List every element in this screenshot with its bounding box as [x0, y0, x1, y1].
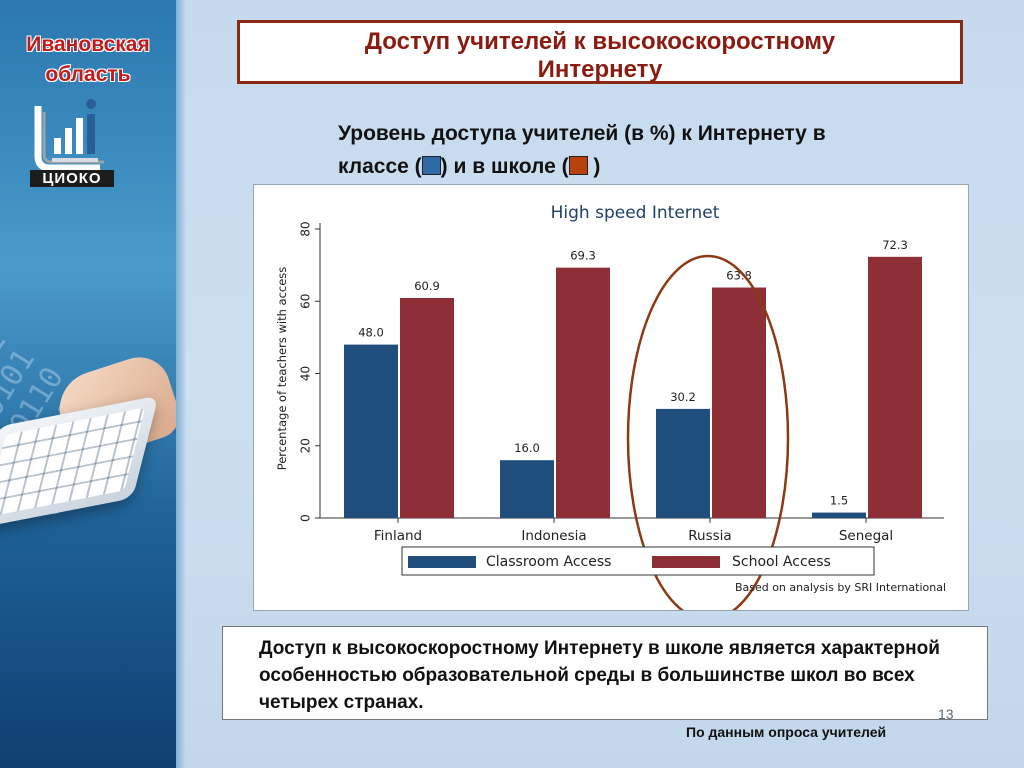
subtitle-part2: ) и в школе ( — [440, 155, 569, 178]
legend-label-classroom: Classroom Access — [486, 554, 611, 570]
bar-value-label: 72.3 — [882, 238, 908, 252]
chart-card: High speed Internet 0 20 40 60 80 Percentage o… — [253, 184, 969, 611]
panel-edge — [176, 0, 186, 768]
bar-value-label: 16.0 — [514, 441, 540, 455]
y-tick-label: 80 — [299, 221, 313, 236]
region-name-line1: Ивановская — [26, 33, 150, 56]
legend-box — [401, 546, 875, 576]
classroom-color-swatch-icon — [421, 156, 441, 175]
bar-school-access — [400, 297, 454, 518]
bar-chart: High speed Internet 0 20 40 60 80 Percentage o… — [275, 203, 946, 610]
x-tick-label: Indonesia — [521, 528, 586, 544]
summary-box: Доступ к высокоскоростному Интернету в ш… — [222, 626, 988, 720]
source-note: По данным опроса учителей — [686, 724, 887, 740]
legend-label-school: School Access — [732, 554, 831, 570]
bar-school-access — [712, 287, 766, 518]
summary-text: Доступ к высокоскоростному Интернету в ш… — [259, 638, 940, 713]
bar-value-label: 60.9 — [414, 279, 440, 293]
subtitle-part1: классе ( — [338, 155, 422, 178]
slide-subtitle: Уровень доступа учителей (в %) к Интерне… — [338, 117, 958, 183]
y-axis-label: Percentage of teachers with access — [275, 267, 289, 471]
y-tick-label: 60 — [299, 294, 313, 309]
bar-value-label: 48.0 — [358, 326, 384, 340]
chart-source-annotation: Based on analysis by SRI International — [735, 581, 946, 594]
bar-school-access — [556, 267, 610, 518]
legend-swatch-classroom — [408, 556, 476, 568]
russia-highlight-ellipse — [626, 254, 790, 610]
subtitle-part3: ) — [587, 155, 601, 178]
subtitle-line1: Уровень доступа учителей (в %) к Интерне… — [338, 122, 826, 145]
region-name: Ивановская область — [0, 30, 176, 90]
y-tick-label: 40 — [299, 366, 313, 381]
ciooko-logo-icon — [34, 99, 104, 172]
slide-title-line1: Доступ учителей к высокоскоростному — [364, 28, 836, 55]
bar-classroom-access — [656, 408, 710, 518]
chart-title: High speed Internet — [551, 203, 720, 223]
region-name-line2: область — [45, 63, 131, 86]
logo-text: ЦИОКО — [30, 170, 114, 187]
page-number: 13 — [938, 706, 954, 722]
bar-classroom-access — [344, 344, 398, 518]
bar-value-label: 1.5 — [830, 494, 848, 508]
y-tick-label: 0 — [299, 514, 313, 522]
slide-title-line2: Интернету — [537, 56, 663, 83]
school-color-swatch-icon — [568, 156, 588, 175]
bar-classroom-access — [500, 460, 554, 518]
subtitle-line2: классе ( ) и в школе ( ) — [338, 150, 958, 183]
x-tick-label: Russia — [688, 528, 731, 544]
slide-title: Доступ учителей к высокоскоростному Инте… — [237, 20, 963, 84]
legend-swatch-school — [652, 556, 720, 568]
x-tick-label: Finland — [374, 528, 422, 544]
x-tick-label: Senegal — [839, 528, 893, 544]
bar-value-label: 69.3 — [570, 249, 596, 263]
bar-school-access — [868, 256, 922, 518]
bar-value-label: 30.2 — [670, 390, 696, 404]
bar-classroom-access — [812, 512, 866, 518]
y-tick-label: 20 — [299, 438, 313, 453]
